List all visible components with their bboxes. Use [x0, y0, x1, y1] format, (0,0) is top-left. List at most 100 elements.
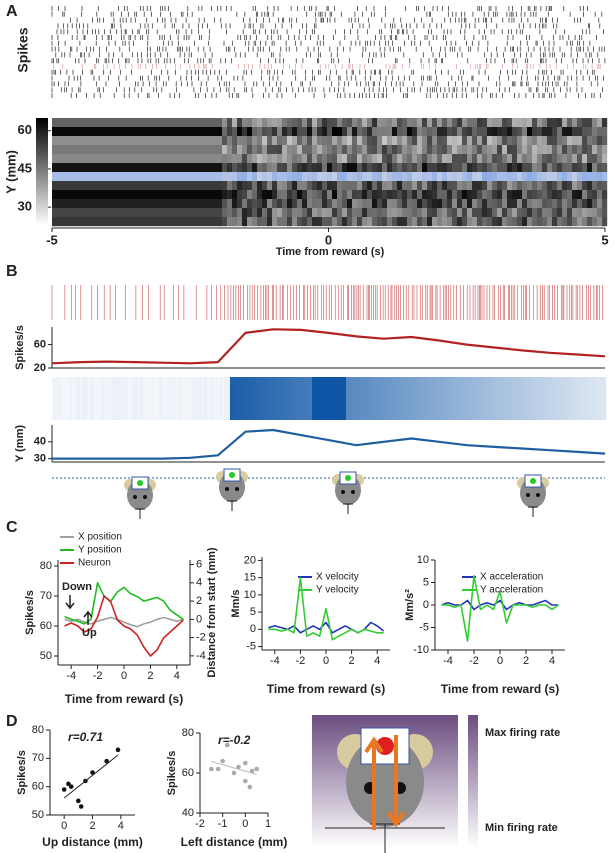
heatmap-cell: [152, 127, 158, 137]
heatmap-column: [412, 377, 415, 420]
heatmap-cell: [182, 163, 188, 173]
heatmap-cell: [427, 217, 433, 227]
heatmap-cell: [332, 136, 338, 146]
heatmap-cell: [437, 208, 443, 218]
heatmap-cell: [417, 136, 423, 146]
heatmap-cell: [87, 163, 93, 173]
heatmap-column: [490, 377, 493, 420]
heatmap-cell: [397, 199, 403, 209]
heatmap-cell: [487, 127, 493, 137]
heatmap-cell: [387, 190, 393, 200]
heatmap-column: [170, 377, 173, 420]
heatmap-cell: [302, 163, 308, 173]
heatmap-cell: [237, 199, 243, 209]
heatmap-cell: [157, 127, 163, 137]
heatmap-cell: [177, 190, 183, 200]
heatmap-cell: [122, 163, 128, 173]
heatmap-cell: [102, 208, 108, 218]
heatmap-cell: [397, 118, 403, 128]
heatmap-column: [214, 377, 217, 420]
heatmap-cell: [387, 217, 393, 227]
led: [137, 480, 143, 486]
heatmap-column: [102, 377, 105, 420]
heatmap-cell: [152, 199, 158, 209]
heatmap-cell: [602, 181, 608, 191]
heatmap-cell: [112, 127, 118, 137]
mouse-eye: [133, 495, 137, 499]
y-tick-label: 80: [40, 560, 52, 572]
heatmap-cell: [72, 172, 78, 182]
heatmap-cell: [427, 154, 433, 164]
heatmap-cell: [167, 136, 173, 146]
heatmap-cell: [232, 136, 238, 146]
heatmap-cell: [367, 163, 373, 173]
heatmap-cell: [507, 172, 513, 182]
heatmap-cell: [342, 181, 348, 191]
heatmap-cell: [112, 118, 118, 128]
heatmap-column: [462, 377, 465, 420]
heatmap-cell: [482, 190, 488, 200]
heatmap-column: [518, 377, 521, 420]
heatmap-cell: [122, 145, 128, 155]
heatmap-cell: [82, 136, 88, 146]
heatmap-cell: [92, 190, 98, 200]
heatmap-cell: [582, 190, 588, 200]
heatmap-cell: [197, 208, 203, 218]
heatmap-cell: [517, 172, 523, 182]
heatmap-cell: [72, 208, 78, 218]
heatmap-cell: [367, 172, 373, 182]
legend-label: X velocity: [316, 572, 359, 583]
heatmap-column: [208, 377, 211, 420]
heatmap-cell: [117, 190, 123, 200]
heatmap-cell: [317, 217, 323, 227]
heatmap-cell: [572, 163, 578, 173]
heatmap-cell: [407, 199, 413, 209]
heatmap-cell: [132, 208, 138, 218]
heatmap-cell: [407, 163, 413, 173]
heatmap-cell: [202, 190, 208, 200]
heatmap-column: [416, 377, 419, 420]
heatmap-cell: [267, 127, 273, 137]
heatmap-cell: [572, 154, 578, 164]
heatmap-cell: [507, 181, 513, 191]
heatmap-cell: [207, 208, 213, 218]
heatmap-cell: [367, 127, 373, 137]
heatmap-cell: [297, 172, 303, 182]
heatmap-cell: [597, 127, 603, 137]
y2-tick-label: 4: [196, 577, 202, 589]
heatmap-cell: [282, 145, 288, 155]
heatmap-cell: [267, 181, 273, 191]
heatmap-cell: [212, 181, 218, 191]
heatmap-cell: [497, 118, 503, 128]
heatmap-cell: [327, 136, 333, 146]
heatmap-column: [222, 377, 225, 420]
heatmap-cell: [322, 154, 328, 164]
heatmap-cell: [467, 136, 473, 146]
heatmap-cell: [332, 154, 338, 164]
heatmap-cell: [132, 199, 138, 209]
heatmap-cell: [552, 154, 558, 164]
scatter-point: [209, 766, 214, 772]
heatmap-cell: [202, 145, 208, 155]
heatmap-column: [430, 377, 433, 420]
heatmap-cell: [582, 163, 588, 173]
heatmap-cell: [472, 217, 478, 227]
heatmap-cell: [242, 181, 248, 191]
heatmap-cell: [447, 190, 453, 200]
heatmap-cell: [542, 208, 548, 218]
heatmap-cell: [322, 127, 328, 137]
heatmap-cell: [382, 172, 388, 182]
heatmap-cell: [237, 127, 243, 137]
heatmap-cell: [122, 199, 128, 209]
heatmap-column: [174, 377, 177, 420]
heatmap-cell: [567, 136, 573, 146]
heatmap-column: [306, 377, 309, 420]
heatmap-column: [508, 377, 511, 420]
heatmap-cell: [467, 190, 473, 200]
heatmap-cell: [402, 136, 408, 146]
heatmap-cell: [422, 190, 428, 200]
heatmap-cell: [212, 208, 218, 218]
heatmap-column: [66, 377, 69, 420]
heatmap-column: [598, 377, 601, 420]
heatmap-cell: [272, 217, 278, 227]
